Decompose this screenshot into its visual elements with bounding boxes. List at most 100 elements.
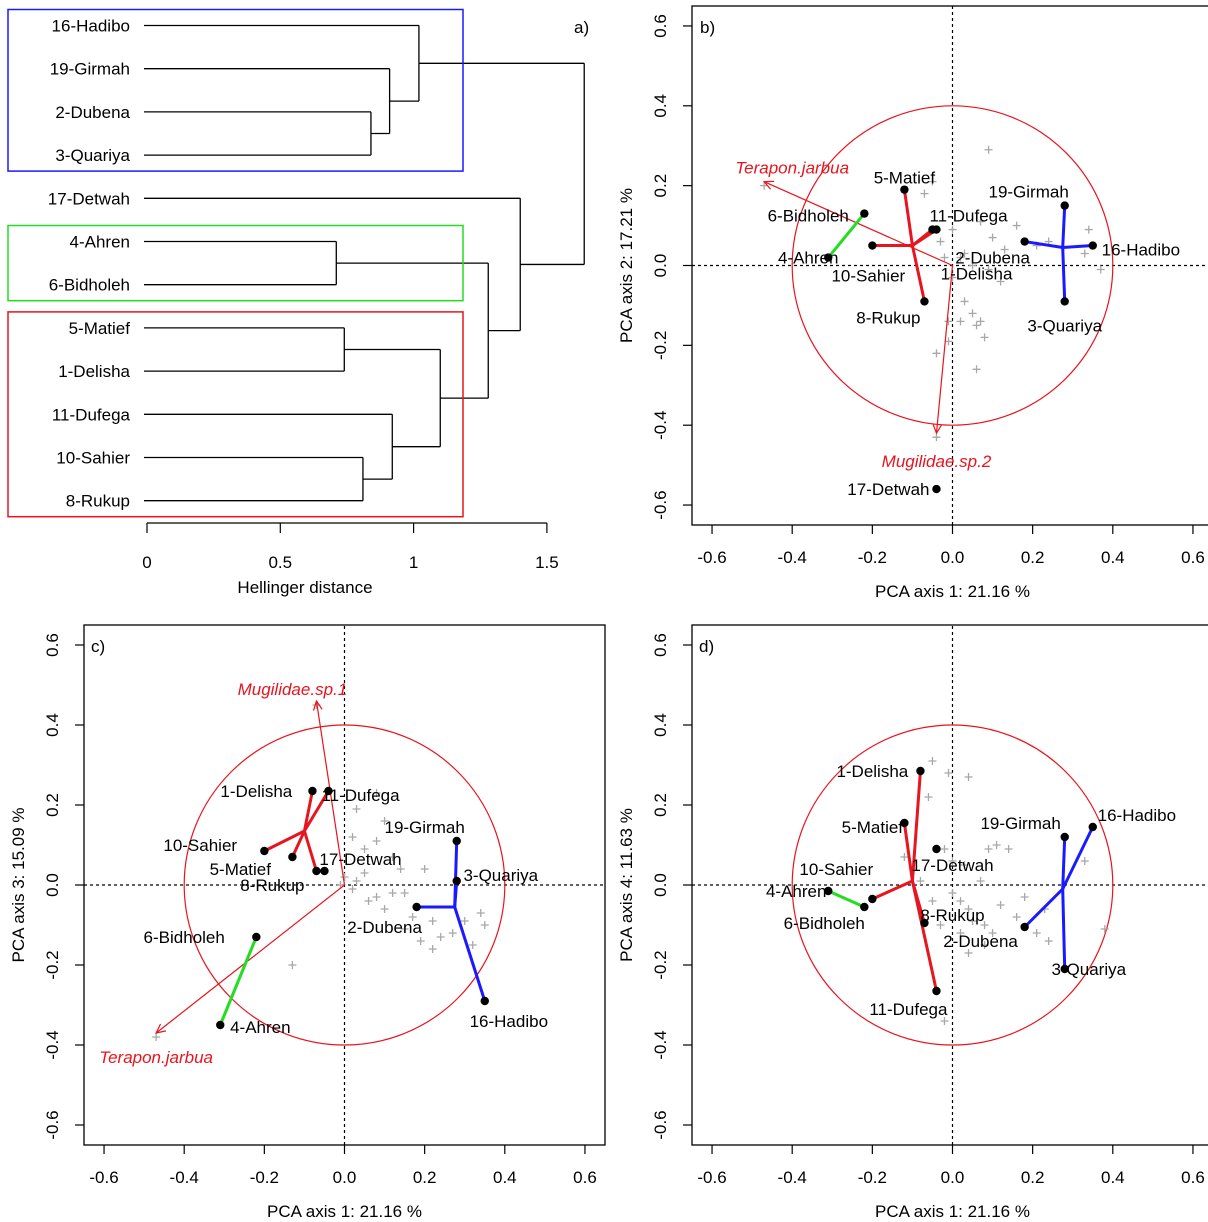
y-tick-label: 0.4 <box>43 713 62 737</box>
species-point <box>944 769 953 777</box>
species-point <box>152 1033 161 1041</box>
site-label: 19-Girmah <box>384 818 464 837</box>
x-tick-label: -0.6 <box>697 548 726 567</box>
site-label: 4-Ahren <box>230 1018 290 1037</box>
spider-line-green <box>236 936 258 982</box>
spider-line-red <box>902 189 914 246</box>
species-point <box>980 921 989 929</box>
y-tick-label: 0.4 <box>651 713 670 737</box>
y-tick-label: 0.4 <box>651 94 670 118</box>
species-point <box>928 757 937 765</box>
site-label: 11-Dufega <box>929 207 1008 226</box>
site-label: 5-Matief <box>874 169 936 188</box>
species-point <box>420 865 429 873</box>
species-point <box>968 309 977 318</box>
species-point <box>468 941 477 949</box>
species-point <box>480 921 489 929</box>
x-axis-title: PCA axis 1: 21.16 % <box>875 1202 1030 1221</box>
site-label: 2-Dubena <box>943 932 1018 951</box>
species-point <box>360 845 369 853</box>
site-point <box>916 766 925 776</box>
species-point <box>932 349 941 358</box>
species-point <box>428 917 437 925</box>
vector-arrowhead <box>155 1023 167 1034</box>
site-label: 11-Dufega <box>869 1000 948 1019</box>
x-tick-label: -0.2 <box>858 548 887 567</box>
spider-line-red <box>910 245 926 302</box>
spider-line-blue <box>1061 888 1067 970</box>
x-tick-label: 0.2 <box>1021 1168 1045 1187</box>
y-tick-label: -0.6 <box>43 1110 62 1139</box>
x-axis-title: PCA axis 1: 21.16 % <box>875 582 1030 601</box>
species-point <box>956 897 965 905</box>
y-tick-label: 0.2 <box>651 793 670 817</box>
leaf-label: 1-Delisha <box>58 362 130 381</box>
site-label: 5-Matief <box>842 818 904 837</box>
site-label: 10-Sahier <box>163 836 237 855</box>
site-point <box>1060 832 1069 842</box>
x-tick-label: 0.5 <box>268 553 292 572</box>
site-label: 6-Bidholeh <box>144 928 225 947</box>
site-label: 3-Quariya <box>1027 316 1102 335</box>
species-vector-label: Mugilidae.sp.1 <box>238 680 348 699</box>
species-point <box>948 273 957 282</box>
site-point <box>412 902 421 912</box>
species-point <box>476 909 485 917</box>
species-point <box>428 945 437 953</box>
panel-label: d) <box>699 637 714 656</box>
leaf-label: 5-Matief <box>69 319 131 338</box>
species-point <box>924 793 933 801</box>
leaf-label: 8-Rukup <box>66 492 130 511</box>
site-label: 10-Sahier <box>799 860 873 879</box>
spider-line-blue <box>1062 244 1093 250</box>
equilibrium-circle <box>791 724 1114 1046</box>
site-point <box>452 836 461 846</box>
panel-d-pca: d) -0.6 -0.4 -0.2 0.0 0.2 0.4 0.6 -0.6 -0.4 -0.2 0.… <box>617 624 1208 1221</box>
spider-line-red <box>910 880 938 992</box>
leaf-label: 6-Bidholeh <box>49 276 130 295</box>
y-tick-label: 0.0 <box>43 873 62 897</box>
species-vector <box>155 884 345 1034</box>
x-tick-label: -0.4 <box>778 548 807 567</box>
species-point <box>400 925 409 933</box>
x-tick-label: -0.4 <box>778 1168 807 1187</box>
x-tick-label: 0.2 <box>413 1168 437 1187</box>
y-tick-label: -0.2 <box>43 950 62 979</box>
site-label: 1-Delisha <box>941 264 1013 283</box>
spider-line-green <box>218 980 240 1026</box>
species-vector-label: Terapon.jarbua <box>99 1048 213 1067</box>
site-point <box>932 986 941 996</box>
species-point <box>288 961 297 969</box>
panel-label: c) <box>91 637 105 656</box>
cluster-box-blue <box>7 8 464 172</box>
panel-b-pca: b) -0.6 -0.4 -0.2 0.0 0.2 0.4 0.6 -0.6 -0.4 -0.2 0.… <box>617 5 1208 601</box>
site-point <box>480 996 489 1006</box>
leaf-label: 17-Detwah <box>48 189 130 208</box>
site-point <box>1088 241 1097 250</box>
spider-line-red <box>303 790 330 832</box>
species-point <box>408 913 417 921</box>
site-label: 10-Sahier <box>831 266 905 285</box>
species-point <box>980 941 989 949</box>
species-vector <box>935 265 954 434</box>
species-point <box>1080 249 1089 258</box>
species-point <box>992 841 1001 849</box>
y-tick-label: -0.2 <box>651 331 670 360</box>
species-point <box>940 1017 949 1025</box>
species-point <box>980 333 989 342</box>
species-point <box>900 853 909 861</box>
site-label: 2-Dubena <box>955 249 1030 268</box>
species-point <box>380 905 389 913</box>
vector-arrowhead <box>762 180 775 190</box>
species-point <box>984 845 993 853</box>
site-point <box>932 484 941 494</box>
species-point <box>968 261 977 270</box>
species-point <box>372 789 381 797</box>
spider-line-red <box>291 830 306 858</box>
site-point <box>900 185 909 194</box>
species-point <box>964 773 973 781</box>
site-point <box>860 902 869 912</box>
site-point <box>1060 297 1069 306</box>
site-point <box>920 297 929 306</box>
site-label: 6-Bidholeh <box>784 914 865 933</box>
